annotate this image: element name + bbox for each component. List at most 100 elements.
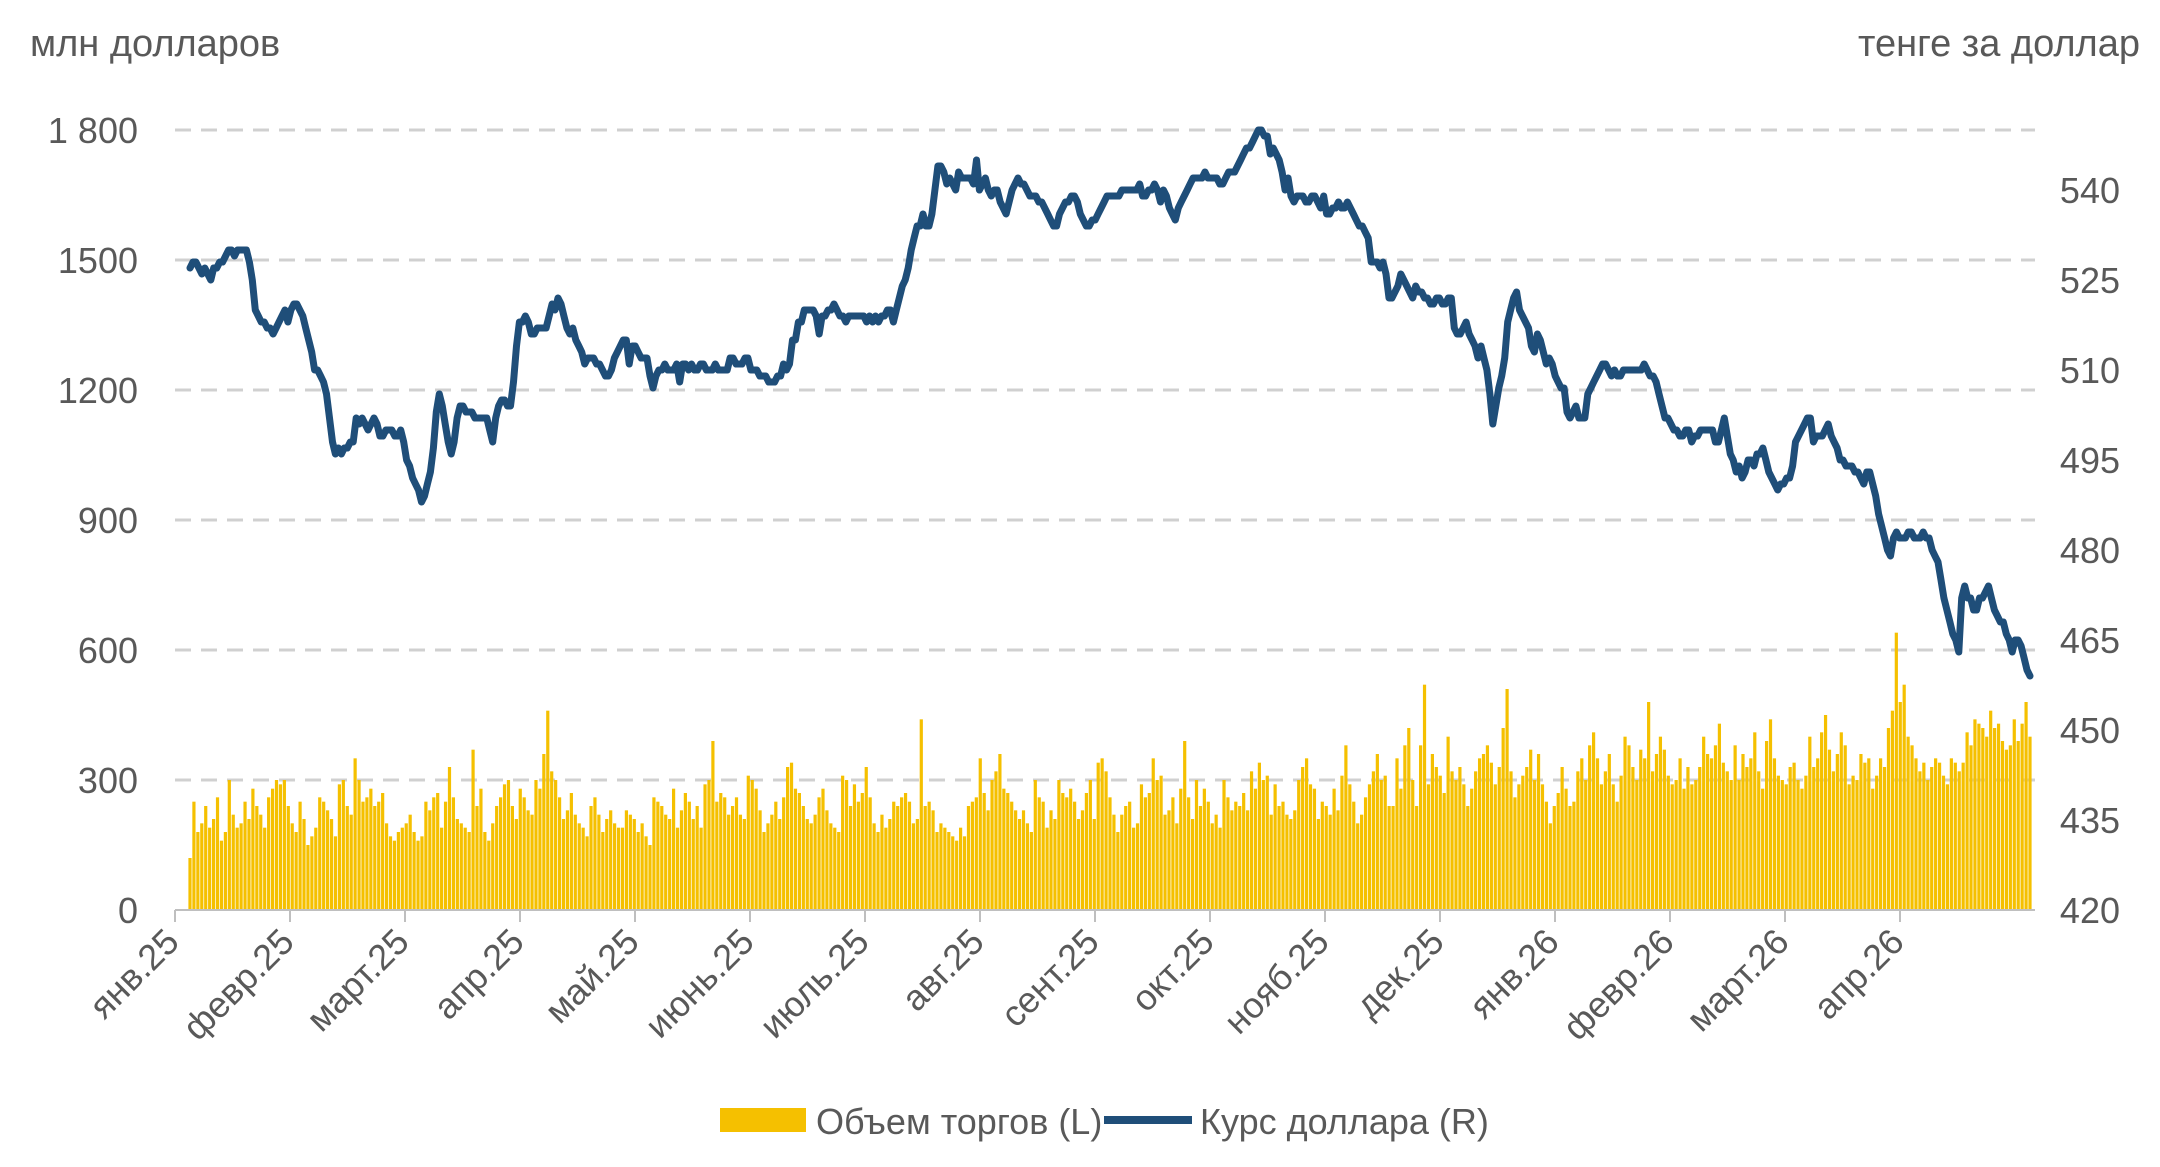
volume-bar [1183, 741, 1187, 910]
x-tick-label: апр.26 [1805, 921, 1911, 1027]
volume-bar [408, 814, 412, 910]
volume-bar [428, 810, 432, 910]
volume-bar [1108, 797, 1112, 910]
volume-bar [966, 806, 971, 910]
volume-bar [947, 832, 951, 910]
volume-bar [844, 780, 849, 910]
volume-bar [1521, 775, 1525, 910]
x-tick-label: апр.25 [425, 921, 531, 1027]
volume-bar [1926, 780, 1930, 910]
volume-bar [1576, 771, 1580, 910]
volume-bar [1281, 801, 1285, 910]
volume-bar [1198, 806, 1203, 910]
legend-label-rate: Курс доллара (R) [1200, 1101, 1489, 1142]
volume-bar [1084, 793, 1089, 910]
volume-bar [1076, 819, 1081, 910]
volume-bar [557, 797, 562, 910]
volume-bar [1666, 775, 1670, 910]
volume-bar [1202, 788, 1206, 910]
volume-bar [774, 801, 778, 910]
volume-bar [1973, 719, 1977, 910]
volume-bar [1737, 780, 1741, 910]
volume-bar [349, 814, 353, 910]
volume-bar [1304, 758, 1309, 910]
volume-bar [1489, 762, 1493, 910]
volume-bar [1796, 780, 1800, 910]
volume-bar [1383, 775, 1387, 910]
volume-bar [1851, 775, 1855, 910]
volume-bar [1403, 745, 1407, 910]
volume-bar [738, 814, 743, 910]
volume-bar [1823, 715, 1828, 910]
volume-bar [1474, 771, 1478, 910]
x-tick-label: февр.25 [174, 921, 301, 1048]
volume-bar [1438, 775, 1442, 910]
volume-bar [994, 771, 998, 910]
volume-bar [758, 810, 762, 910]
volume-bar [322, 801, 326, 910]
volume-bar [833, 827, 837, 910]
volume-bar [1560, 767, 1564, 910]
volume-bar [671, 788, 676, 910]
volume-bar [1163, 814, 1167, 910]
volume-bar [365, 797, 369, 910]
volume-bar [1552, 806, 1556, 910]
volume-bar [2012, 719, 2016, 910]
volume-bar [958, 827, 963, 910]
volume-bar [1800, 788, 1804, 910]
volume-bar [1128, 801, 1132, 910]
volume-bar [1816, 758, 1820, 910]
volume-bar [1961, 762, 1965, 910]
volume-bar [215, 797, 220, 910]
volume-bar [1194, 780, 1199, 910]
volume-bar [451, 797, 456, 910]
volume-bar [813, 814, 817, 910]
volume-bar [1014, 810, 1018, 910]
volume-bar [455, 819, 459, 910]
volume-bar [821, 788, 825, 910]
volume-bar [1843, 745, 1847, 910]
volume-bar [1143, 797, 1147, 910]
volume-bar [1643, 758, 1647, 910]
volume-bar [1588, 745, 1592, 910]
volume-bar [1607, 754, 1611, 910]
volume-bar [1308, 784, 1313, 910]
volume-bar [1230, 810, 1234, 910]
volume-bar [1556, 793, 1560, 910]
volume-bar [1222, 780, 1226, 910]
volume-bar [687, 801, 691, 910]
volume-bar [1776, 775, 1780, 910]
volume-bar [1131, 827, 1136, 910]
volume-bar [1462, 784, 1466, 910]
volume-bar [1442, 793, 1446, 910]
volume-bar [1768, 719, 1773, 910]
volume-bar [750, 780, 754, 910]
volume-bar [1316, 819, 1320, 910]
volume-bar [1702, 736, 1706, 910]
volume-bar [974, 797, 978, 910]
volume-bar [337, 784, 342, 910]
volume-bar [1953, 762, 1957, 910]
volume-bar [1654, 754, 1659, 910]
volume-bar [620, 827, 625, 910]
volume-bar [1957, 771, 1961, 910]
volume-bar [1415, 806, 1419, 910]
volume-bar [1477, 758, 1482, 910]
volume-bar [1753, 732, 1757, 910]
volume-bar [636, 832, 640, 910]
volume-bar [632, 819, 636, 910]
volume-bar [601, 832, 605, 910]
volume-bar [1430, 754, 1434, 910]
volume-bar [841, 775, 845, 910]
volume-bar [1159, 775, 1163, 910]
x-tick-label: февр.26 [1554, 921, 1681, 1048]
volume-bar [286, 806, 290, 910]
x-tick-label: март.26 [1678, 921, 1796, 1039]
volume-bar [1733, 745, 1737, 910]
volume-bar [1949, 758, 1953, 910]
volume-bar [1686, 767, 1690, 910]
legend-label-volume: Объем торгов (L) [816, 1101, 1102, 1142]
y-left-tick-label: 600 [78, 630, 138, 671]
volume-bar [538, 788, 542, 910]
